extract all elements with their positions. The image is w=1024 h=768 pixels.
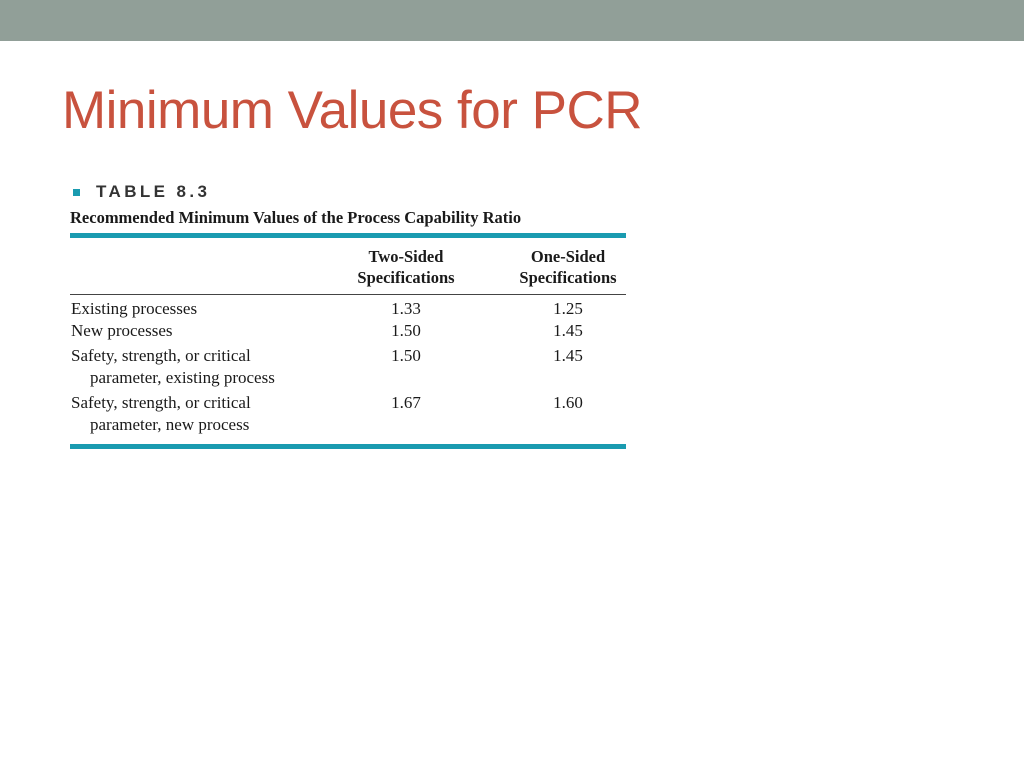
row-label: Existing processes bbox=[71, 299, 198, 318]
column-header-line: Two-Sided bbox=[368, 247, 444, 266]
table-row: Existing processes 1.33 1.25 bbox=[70, 298, 626, 320]
row-label: Safety, strength, or critical parameter,… bbox=[70, 345, 321, 389]
row-label-line: Safety, strength, or critical bbox=[71, 346, 251, 365]
column-header-line: Specifications bbox=[357, 268, 455, 287]
column-header-one-sided: One-Sided Specifications bbox=[498, 246, 638, 288]
column-header-line: One-Sided bbox=[530, 247, 606, 266]
column-header-line: Specifications bbox=[519, 268, 617, 287]
table-label: TABLE 8.3 bbox=[96, 182, 211, 201]
cell-one-sided: 1.60 bbox=[553, 393, 583, 412]
table-row: Safety, strength, or critical parameter,… bbox=[70, 392, 626, 436]
cell-one-sided: 1.45 bbox=[553, 321, 583, 340]
table-label-row: TABLE 8.3 bbox=[70, 181, 626, 203]
row-label-continuation: parameter, new process bbox=[90, 415, 250, 434]
slide-top-bar bbox=[0, 0, 1024, 41]
table-header-rule bbox=[70, 294, 626, 295]
cell-two-sided: 1.67 bbox=[391, 393, 421, 412]
table-row: New processes 1.50 1.45 bbox=[70, 320, 626, 342]
table-figure: TABLE 8.3 Recommended Minimum Values of … bbox=[70, 181, 626, 449]
table-bullet-icon bbox=[73, 188, 80, 196]
cell-two-sided: 1.50 bbox=[391, 321, 421, 340]
row-label: Safety, strength, or critical parameter,… bbox=[70, 392, 321, 436]
table-bottom-rule bbox=[70, 444, 626, 449]
cell-two-sided: 1.50 bbox=[391, 346, 421, 365]
table-top-rule bbox=[70, 233, 626, 238]
cell-one-sided: 1.25 bbox=[553, 299, 583, 318]
slide-title: Minimum Values for PCR bbox=[62, 81, 643, 140]
cell-two-sided: 1.33 bbox=[391, 299, 421, 318]
column-header-two-sided: Two-Sided Specifications bbox=[336, 246, 476, 288]
table-caption: Recommended Minimum Values of the Proces… bbox=[70, 208, 522, 227]
cell-one-sided: 1.45 bbox=[553, 346, 583, 365]
table-body: Existing processes 1.33 1.25 New process… bbox=[70, 295, 626, 444]
row-label: New processes bbox=[71, 321, 173, 340]
table-row: Safety, strength, or critical parameter,… bbox=[70, 345, 626, 389]
table-header-row: Two-Sided Specifications One-Sided Speci… bbox=[70, 238, 626, 294]
row-label-continuation: parameter, existing process bbox=[90, 368, 275, 387]
row-label-line: Safety, strength, or critical bbox=[71, 393, 251, 412]
